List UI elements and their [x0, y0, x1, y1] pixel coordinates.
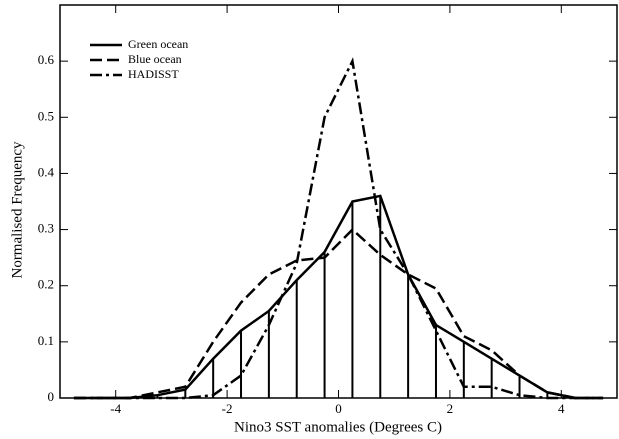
x-tick-label: 0 — [335, 401, 342, 416]
y-tick-label: 0.6 — [38, 52, 55, 67]
legend-label: Green ocean — [128, 37, 188, 51]
series-line — [73, 57, 604, 400]
x-tick-label: 4 — [558, 401, 565, 416]
series-line — [73, 194, 604, 400]
y-tick-label: 0.2 — [38, 277, 54, 292]
y-tick-label: 0.4 — [38, 164, 55, 179]
y-tick-label: 0.1 — [38, 333, 54, 348]
x-axis-label: Nino3 SST anomalies (Degrees C) — [234, 419, 442, 435]
x-tick-label: -2 — [222, 401, 233, 416]
y-tick-label: 0.3 — [38, 221, 54, 236]
y-tick-label: 0.5 — [38, 108, 54, 123]
x-tick-label: -4 — [110, 401, 121, 416]
series-line — [73, 227, 604, 400]
x-tick-label: 2 — [447, 401, 454, 416]
legend-label: HADISST — [128, 67, 179, 81]
y-tick-label: 0 — [48, 389, 55, 404]
legend-label: Blue ocean — [128, 52, 182, 66]
y-axis-label: Normalised Frequency — [9, 141, 25, 279]
